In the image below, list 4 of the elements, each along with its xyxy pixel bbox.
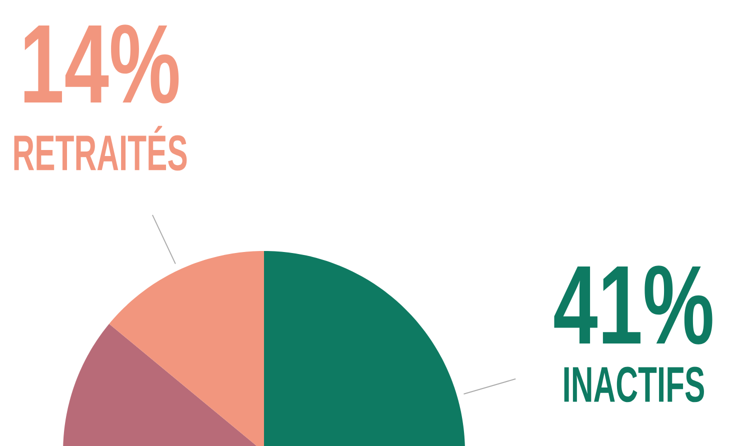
- data-label: 14%: [24, 24, 179, 104]
- data-label: 41%: [554, 266, 712, 344]
- slice-label: RETRAITÉS: [14, 126, 187, 171]
- slice-label: INACTIFS: [564, 366, 704, 402]
